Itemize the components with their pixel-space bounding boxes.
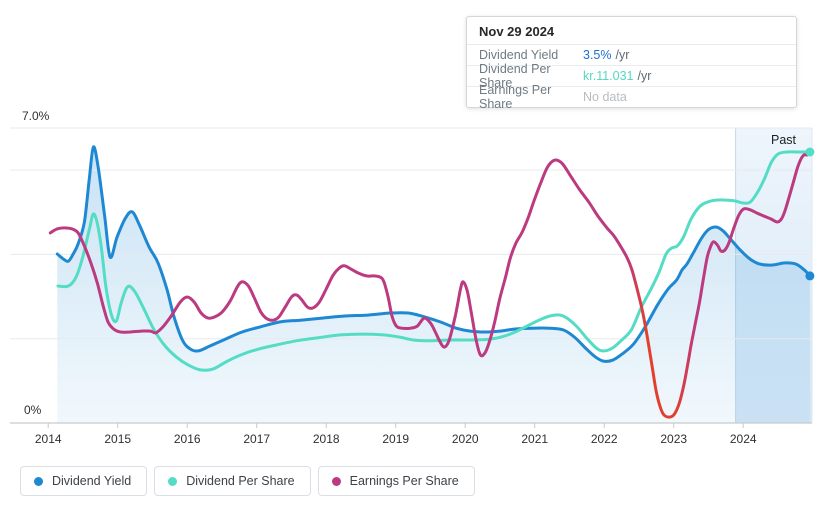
legend-label: Dividend Per Share: [186, 474, 295, 488]
x-tick-label: 2017: [243, 432, 270, 446]
x-tick-label: 2023: [660, 432, 687, 446]
x-tick-label: 2022: [591, 432, 618, 446]
tooltip-value: 3.5%: [583, 48, 612, 62]
x-tick-label: 2015: [104, 432, 131, 446]
dividend-yield-line[interactable]: [55, 145, 812, 363]
chart-legend: Dividend Yield Dividend Per Share Earnin…: [20, 466, 475, 496]
dividend-per-share-end-dot[interactable]: [805, 147, 815, 157]
tooltip-date: Nov 29 2024: [479, 24, 555, 39]
x-tick-label: 2019: [382, 432, 409, 446]
tooltip-row-dividend-yield: Dividend Yield 3.5% /yr: [467, 44, 796, 65]
dividend-per-share-line[interactable]: [56, 150, 812, 372]
tooltip-suffix: /yr: [615, 48, 630, 62]
legend-label: Dividend Yield: [52, 474, 132, 488]
dividend-yield-dot-icon: [34, 476, 43, 486]
tooltip-label: Earnings Per Share: [479, 83, 552, 111]
y-axis-bottom-label: 0%: [24, 403, 42, 417]
tooltip-label: Dividend Yield: [479, 48, 559, 62]
tooltip-row-dividend-per-share: Dividend Per Share kr.11.031 /yr: [467, 62, 796, 90]
legend-label: Earnings Per Share: [349, 474, 459, 488]
tooltip-suffix: /yr: [637, 69, 652, 83]
legend-item-dividend-yield[interactable]: Dividend Yield: [20, 466, 148, 496]
earnings-per-share-dot-icon: [331, 476, 341, 486]
dividend-per-share-dot-icon: [168, 476, 178, 486]
dividend-yield-end-dot[interactable]: [805, 271, 815, 281]
tooltip-value: kr.11.031: [583, 69, 634, 83]
past-region-label: Past: [770, 133, 796, 147]
tooltip-label: Dividend Per Share: [479, 62, 551, 90]
legend-item-earnings-per-share[interactable]: Earnings Per Share: [317, 466, 475, 496]
x-tick-label: 2020: [452, 432, 479, 446]
tooltip-value: No data: [583, 90, 627, 104]
x-tick-label: 2021: [521, 432, 548, 446]
legend-item-dividend-per-share[interactable]: Dividend Per Share: [154, 466, 311, 496]
tooltip-row-earnings-per-share: Earnings Per Share No data: [467, 83, 796, 111]
earnings-per-share-line[interactable]: [48, 153, 809, 419]
y-axis-top-label: 7.0%: [22, 109, 50, 123]
x-tick-label: 2014: [35, 432, 62, 446]
yield-area: [57, 146, 810, 423]
x-tick-label: 2024: [730, 432, 757, 446]
x-tick-label: 2018: [313, 432, 340, 446]
hover-tooltip: Nov 29 2024 Dividend Yield 3.5% /yr Divi…: [466, 16, 797, 111]
x-tick-label: 2016: [174, 432, 201, 446]
